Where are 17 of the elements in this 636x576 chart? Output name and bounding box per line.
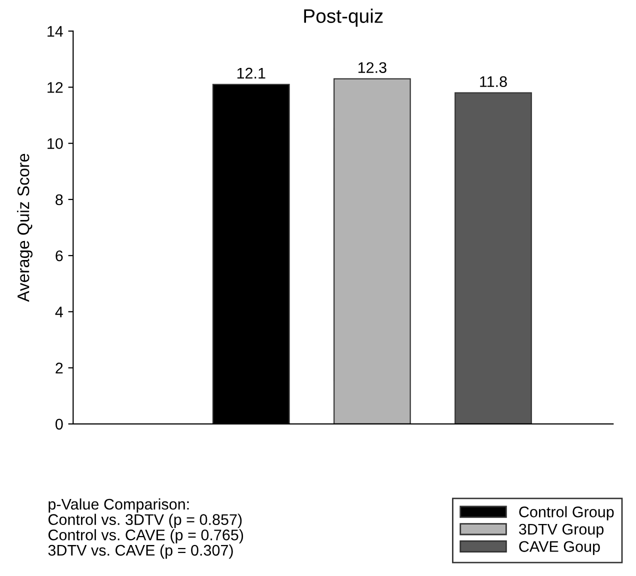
y-tick-label: 12 [48,82,63,93]
text: p-Value Comparison: Control vs. 3DTV (p = 0.857) Control vs. CAVE (p = 0.765) 3DTV vs. CAVE (p = 0.307) [48,498,244,559]
y-tick-label: 4 [55,306,63,318]
data-label: 12.1 [237,68,266,78]
data-label: 11.8 [480,76,507,88]
y-tick-label: 14 [48,26,63,37]
y-axis-title: Average Quiz Score [17,154,33,302]
legend-label: CAVE Goup [519,541,600,555]
data-label: 12.3 [358,62,386,74]
y-tick-label: 8 [56,194,63,206]
y-tick-label: 2 [56,362,63,374]
chart-title: Post-quiz [304,8,383,27]
y-tick-label: 6 [56,250,63,262]
legend-label: Control Group [519,506,614,520]
y-tick-label: 10 [48,138,63,150]
y-tick-label: 0 [56,418,63,430]
legend-label: 3DTV Group [518,524,604,538]
